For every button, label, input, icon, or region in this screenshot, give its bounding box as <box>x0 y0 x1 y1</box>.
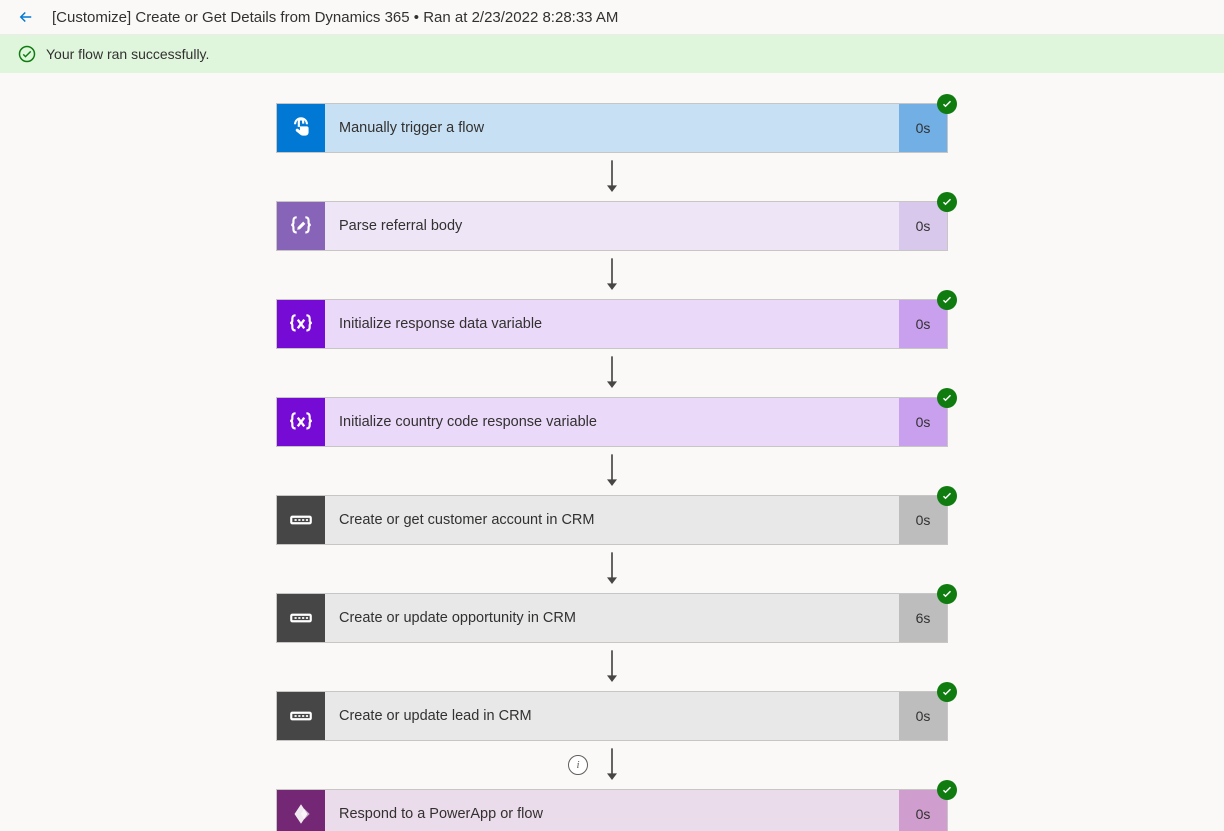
success-badge-icon <box>937 780 957 800</box>
step-label: Create or get customer account in CRM <box>325 512 899 528</box>
variable-icon <box>277 398 325 446</box>
variable-icon <box>277 300 325 348</box>
success-badge-icon <box>937 388 957 408</box>
scope-icon <box>277 692 325 740</box>
success-badge-icon <box>937 584 957 604</box>
flow-step-init-country[interactable]: Initialize country code response variabl… <box>276 397 948 447</box>
back-button[interactable] <box>12 3 40 31</box>
success-badge-icon <box>937 486 957 506</box>
connector-arrow <box>600 153 624 201</box>
connector-arrow <box>600 251 624 299</box>
flow-step-create-opportunity[interactable]: Create or update opportunity in CRM6s <box>276 593 948 643</box>
step-label: Parse referral body <box>325 218 899 234</box>
connector-arrow <box>600 643 624 691</box>
top-bar: [Customize] Create or Get Details from D… <box>0 0 1224 35</box>
flow-step-trigger[interactable]: Manually trigger a flow0s <box>276 103 948 153</box>
step-label: Initialize response data variable <box>325 316 899 332</box>
arrow-left-icon <box>17 8 35 26</box>
step-label: Respond to a PowerApp or flow <box>325 806 899 822</box>
success-badge-icon <box>937 94 957 114</box>
flow-step-create-account[interactable]: Create or get customer account in CRM0s <box>276 495 948 545</box>
success-badge-icon <box>937 682 957 702</box>
flow-step-create-lead[interactable]: Create or update lead in CRM0s <box>276 691 948 741</box>
powerapps-icon <box>277 790 325 831</box>
touch-icon <box>277 104 325 152</box>
scope-icon <box>277 496 325 544</box>
info-icon[interactable]: i <box>568 755 588 775</box>
connector-arrow <box>600 349 624 397</box>
connector-arrow <box>600 545 624 593</box>
step-label: Initialize country code response variabl… <box>325 414 899 430</box>
success-badge-icon <box>937 290 957 310</box>
success-banner: Your flow ran successfully. <box>0 35 1224 73</box>
step-label: Create or update lead in CRM <box>325 708 899 724</box>
flow-canvas: Manually trigger a flow0s Parse referral … <box>0 73 1224 831</box>
check-circle-icon <box>18 45 36 63</box>
scope-icon <box>277 594 325 642</box>
connector-arrow <box>600 447 624 495</box>
flow-step-parse[interactable]: Parse referral body0s <box>276 201 948 251</box>
page-title: [Customize] Create or Get Details from D… <box>52 9 618 26</box>
connector-arrow: i <box>600 741 624 789</box>
step-label: Create or update opportunity in CRM <box>325 610 899 626</box>
flow-step-respond[interactable]: Respond to a PowerApp or flow0s <box>276 789 948 831</box>
braces-edit-icon <box>277 202 325 250</box>
step-label: Manually trigger a flow <box>325 120 899 136</box>
success-badge-icon <box>937 192 957 212</box>
banner-message: Your flow ran successfully. <box>46 46 209 62</box>
flow-step-init-response[interactable]: Initialize response data variable0s <box>276 299 948 349</box>
